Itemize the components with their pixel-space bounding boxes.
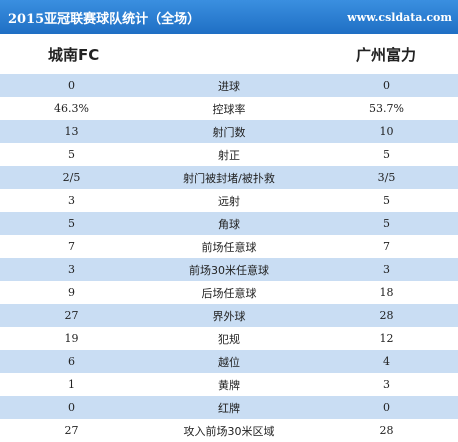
stat-row: 6 越位 4 <box>0 350 458 373</box>
stat-row: 9 后场任意球 18 <box>0 281 458 304</box>
away-team-name: 广州富力 <box>355 45 416 64</box>
stat-row: 27 攻入前场30米区域 28 <box>0 419 458 442</box>
away-value: 5 <box>383 194 390 207</box>
stat-label: 后场任意球 <box>201 286 257 300</box>
title-bar: 2015亚冠联赛球队统计（全场） www.csldata.com <box>0 0 458 34</box>
away-value: 12 <box>379 332 394 345</box>
home-value: 46.3% <box>54 102 89 115</box>
away-value: 5 <box>383 148 390 161</box>
stat-label: 射门数 <box>212 125 246 139</box>
home-value: 27 <box>64 424 79 437</box>
home-value: 27 <box>64 309 79 322</box>
away-value: 3 <box>383 263 390 276</box>
stat-row: 27 界外球 28 <box>0 304 458 327</box>
stat-row: 3 前场30米任意球 3 <box>0 258 458 281</box>
away-value: 18 <box>379 286 394 299</box>
stat-label: 越位 <box>218 355 240 369</box>
home-value: 0 <box>68 401 75 414</box>
stat-row: 5 角球 5 <box>0 212 458 235</box>
home-value: 9 <box>68 286 75 299</box>
away-value: 53.7% <box>369 102 404 115</box>
home-team-name: 城南FC <box>48 45 100 64</box>
stat-row: 13 射门数 10 <box>0 120 458 143</box>
home-value: 19 <box>64 332 79 345</box>
stat-label: 红牌 <box>218 401 240 415</box>
stat-label: 前场任意球 <box>201 240 257 254</box>
away-value: 7 <box>383 240 390 253</box>
home-value: 5 <box>68 148 75 161</box>
stat-label: 射正 <box>218 148 240 162</box>
stat-row: 46.3% 控球率 53.7% <box>0 97 458 120</box>
away-value: 28 <box>379 424 394 437</box>
away-value: 3/5 <box>377 171 396 184</box>
stats-title: 2015亚冠联赛球队统计（全场） <box>8 11 201 27</box>
stats-table: 0 进球 0 46.3% 控球率 53.7% 13 射门数 10 5 射正 5 2/5 射门被封堵/被扑救… <box>0 74 458 442</box>
away-value: 0 <box>383 401 390 414</box>
away-value: 4 <box>383 355 390 368</box>
stat-label: 界外球 <box>212 309 246 323</box>
stat-label: 远射 <box>218 194 240 208</box>
away-value: 10 <box>379 125 394 138</box>
stat-row: 5 射正 5 <box>0 143 458 166</box>
stat-row: 7 前场任意球 7 <box>0 235 458 258</box>
home-value: 3 <box>68 263 75 276</box>
stat-row: 1 黄牌 3 <box>0 373 458 396</box>
stat-label: 前场30米任意球 <box>189 263 269 277</box>
home-value: 13 <box>64 125 79 138</box>
stat-row: 0 红牌 0 <box>0 396 458 419</box>
stat-label: 控球率 <box>212 102 246 116</box>
stat-row: 3 远射 5 <box>0 189 458 212</box>
home-value: 0 <box>68 79 75 92</box>
site-url: www.csldata.com <box>347 10 452 24</box>
stat-row: 19 犯规 12 <box>0 327 458 350</box>
stat-label: 攻入前场30米区域 <box>183 424 275 438</box>
home-value: 7 <box>68 240 75 253</box>
stat-label: 进球 <box>218 79 240 93</box>
home-value: 2/5 <box>62 171 81 184</box>
away-value: 28 <box>379 309 394 322</box>
stat-row: 0 进球 0 <box>0 74 458 97</box>
home-value: 5 <box>68 217 75 230</box>
away-value: 3 <box>383 378 390 391</box>
stat-label: 黄牌 <box>218 378 240 392</box>
away-value: 5 <box>383 217 390 230</box>
home-value: 3 <box>68 194 75 207</box>
stat-row: 2/5 射门被封堵/被扑救 3/5 <box>0 166 458 189</box>
home-value: 1 <box>68 378 75 391</box>
away-value: 0 <box>383 79 390 92</box>
stat-label: 射门被封堵/被扑救 <box>183 171 275 185</box>
team-names: 城南FC 广州富力 <box>0 34 458 74</box>
home-value: 6 <box>68 355 75 368</box>
stat-label: 犯规 <box>218 332 240 346</box>
stat-label: 角球 <box>218 217 240 231</box>
